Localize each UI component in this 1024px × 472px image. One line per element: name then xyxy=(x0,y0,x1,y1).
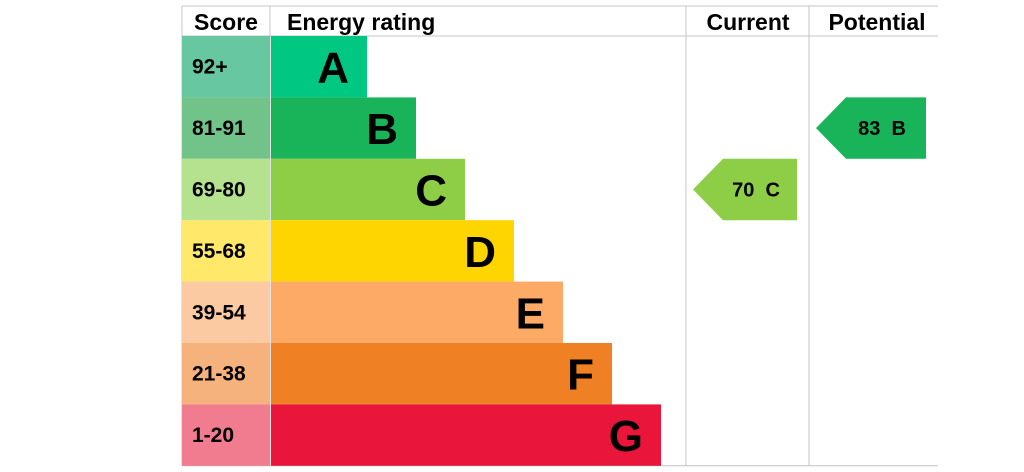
potential-rating-label: 83 B xyxy=(858,118,906,140)
band-bar-d xyxy=(271,220,514,282)
score-range-d: 55-68 xyxy=(192,240,246,263)
band-bar-f xyxy=(271,343,612,405)
band-bar-c xyxy=(271,158,465,221)
band-letter-b: B xyxy=(366,105,398,154)
band-letter-f: F xyxy=(567,351,594,400)
band-bar-a xyxy=(271,36,367,98)
score-cell-f xyxy=(182,343,270,405)
score-range-f: 21-38 xyxy=(192,363,246,386)
band-letter-d: D xyxy=(464,228,496,277)
potential-header: Potential xyxy=(828,9,925,35)
current-arrow xyxy=(693,158,797,221)
current-rating-label: 70 C xyxy=(732,180,780,202)
score-cell-g xyxy=(182,404,270,466)
score-cell-c xyxy=(182,158,270,221)
score-range-e: 39-54 xyxy=(192,301,246,324)
score-range-c: 69-80 xyxy=(192,179,246,202)
band-letter-e: E xyxy=(516,289,545,338)
score-cell-b xyxy=(182,97,270,159)
score-cell-a xyxy=(182,36,270,98)
score-range-a: 92+ xyxy=(192,56,228,79)
band-letter-c: C xyxy=(415,167,447,216)
band-letter-a: A xyxy=(317,44,349,93)
band-bar-g xyxy=(271,404,661,466)
rating-bands: 92+ A 81-91 B 69-80 C 55-68 D 39-54 E 21-38 F 1-20 G xyxy=(182,36,661,466)
current-header: Current xyxy=(706,9,789,35)
rating-arrows: 70 C 83 B xyxy=(693,97,926,221)
band-letter-g: G xyxy=(609,412,643,461)
energy-rating-header: Energy rating xyxy=(287,9,435,35)
score-cell-e xyxy=(182,281,270,343)
score-header: Score xyxy=(194,9,258,35)
score-range-b: 81-91 xyxy=(192,117,246,140)
score-range-g: 1-20 xyxy=(192,424,234,447)
score-cell-d xyxy=(182,220,270,282)
band-bar-e xyxy=(271,281,563,343)
potential-arrow xyxy=(816,97,926,159)
band-bar-b xyxy=(271,97,416,159)
